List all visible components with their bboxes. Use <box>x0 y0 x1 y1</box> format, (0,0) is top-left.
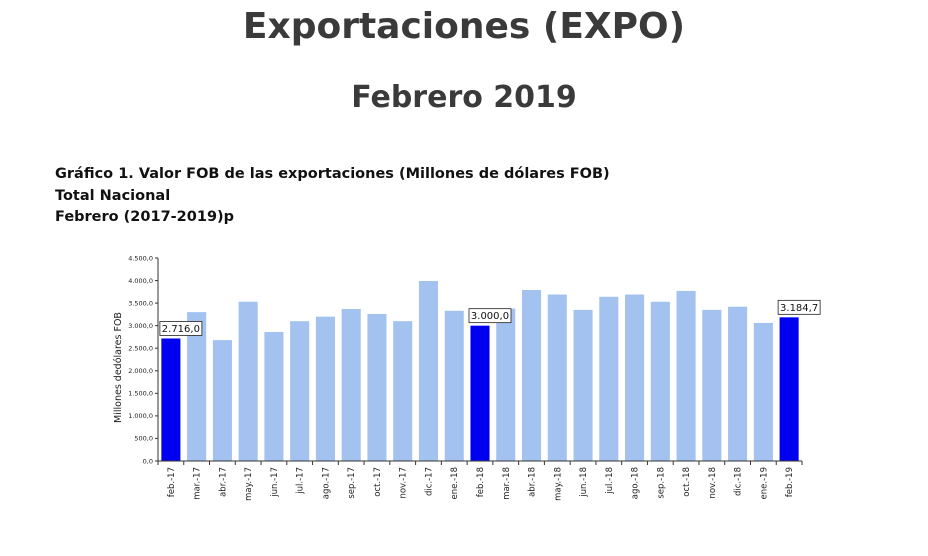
x-tick-label: nov.-18 <box>708 467 718 499</box>
y-tick-label: 0,0 <box>143 457 153 465</box>
bar <box>444 310 464 461</box>
bar <box>496 308 516 461</box>
bar <box>547 294 567 461</box>
y-tick-label: 3.500,0 <box>128 299 153 307</box>
bar <box>650 301 670 461</box>
bar <box>625 294 645 461</box>
bar <box>702 309 722 461</box>
page-title: Exportaciones (EXPO) <box>242 6 686 47</box>
bar <box>290 321 310 461</box>
data-label: 3.184,7 <box>780 303 818 314</box>
data-label-box <box>159 321 203 336</box>
x-tick-label: oct.-18 <box>682 467 692 497</box>
bar <box>187 312 207 461</box>
x-tick-label: may.-18 <box>553 467 563 501</box>
bar <box>264 331 284 461</box>
bar <box>676 290 696 461</box>
x-tick-label: abr.-18 <box>528 467 538 497</box>
x-tick-label: jun.-17 <box>270 467 280 498</box>
data-label-box <box>468 308 512 324</box>
y-tick-label: 4.000,0 <box>128 277 153 285</box>
data-label: 2.716,0 <box>162 324 200 335</box>
chart-title: Gráfico 1. Valor FOB de las exportacione… <box>55 166 610 182</box>
data-label-box <box>777 299 821 315</box>
bar <box>728 306 748 461</box>
y-tick-label: 1.000,0 <box>128 412 153 420</box>
data-labels: 2.716,0 3.000,0 3.184,7 <box>159 299 821 336</box>
bar <box>599 296 619 461</box>
x-tick-label: feb.-18 <box>476 467 486 497</box>
y-tick-label: 2.500,0 <box>128 345 153 353</box>
bar <box>315 316 335 461</box>
x-tick-label: nov.-17 <box>399 467 409 499</box>
y-tick-label: 2.000,0 <box>128 367 153 375</box>
x-tick-label: feb.-19 <box>785 467 795 497</box>
x-tick-label: oct.-17 <box>373 467 383 497</box>
x-tick-label: may.-17 <box>244 467 254 501</box>
bar <box>393 321 413 461</box>
y-tick-label: 500,0 <box>134 435 153 443</box>
x-tick-label: mar.-18 <box>502 467 512 500</box>
y-tick-label: 4.500,0 <box>128 254 153 262</box>
chart-period: Febrero (2017-2019)p <box>55 209 235 225</box>
x-tick-label: jun.-18 <box>579 467 589 498</box>
y-tick-label: 1.500,0 <box>128 390 153 398</box>
bars <box>161 281 799 461</box>
x-tick-label: abr.-17 <box>218 467 228 497</box>
bar <box>753 322 773 461</box>
bar <box>367 313 387 461</box>
x-tick-label: ago.-18 <box>631 467 641 499</box>
bar <box>470 325 490 461</box>
y-axis-label: Millones dedólares FOB <box>113 312 124 423</box>
chart-header: Gráfico 1. Valor FOB de las exportacione… <box>55 164 610 229</box>
y-axis: 0,0 500,0 1.000,0 1.500,0 2.000,0 2.500,0 3.00… <box>128 254 159 465</box>
x-tick-label: feb.-17 <box>167 467 177 497</box>
data-label: 3.000,0 <box>471 311 509 322</box>
bar <box>779 317 799 461</box>
bar <box>573 309 593 461</box>
x-tick-label: dic.-17 <box>424 467 434 496</box>
bar <box>521 290 542 461</box>
x-axis: feb.-17 mar.-17 abr.-17 may.-17 jun.-17 jul.-… <box>157 460 803 501</box>
y-tick-label: 3.000,0 <box>128 322 153 330</box>
x-tick-label: dic.-18 <box>734 467 744 496</box>
x-tick-label: jul.-18 <box>605 467 615 495</box>
page-subtitle: Febrero 2019 <box>351 80 577 115</box>
bar <box>161 338 181 461</box>
bar <box>212 340 232 461</box>
chart-scope: Total Nacional <box>55 187 171 204</box>
x-tick-label: ene.-18 <box>450 467 460 499</box>
x-tick-label: mar.-17 <box>193 467 203 500</box>
bar <box>341 308 361 461</box>
x-tick-label: ago.-17 <box>321 467 331 499</box>
x-tick-label: sep.-17 <box>347 467 357 499</box>
bar <box>418 281 439 461</box>
x-tick-label: jul.-17 <box>296 467 306 495</box>
x-tick-label: ene.-19 <box>759 467 769 499</box>
bar <box>238 301 258 461</box>
x-tick-label: sep.-18 <box>656 467 666 499</box>
